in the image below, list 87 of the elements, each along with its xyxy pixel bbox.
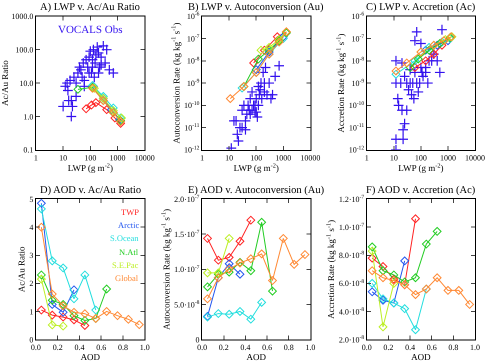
y-tick-label: 10$^{-6}$ — [186, 12, 200, 22]
y-tick-label: 10$^{-8}$ — [186, 56, 200, 66]
y-tick-label: 10$^{-10}$ — [184, 100, 200, 110]
y-tick-label: 6.0·10$^{-8}$ — [338, 278, 364, 288]
x-tick-label: 0.2 — [383, 343, 394, 352]
y-tick-label: 10$^{-10}$ — [348, 100, 364, 110]
text: N.Atl — [119, 247, 139, 257]
x-tick-label: 100 — [414, 153, 427, 162]
y-tick-label: 0.1 — [23, 146, 34, 155]
y-tick-label: 10$^{-11}$ — [184, 123, 200, 132]
y-tick-label: 1.0·10$^{-7}$ — [338, 222, 364, 232]
chart-title: B) LWP v. Autoconversion (Au) — [188, 2, 324, 13]
x-tick-label: 0.4 — [405, 343, 416, 352]
chart-title: A) LWP v. Ac/Au Ratio — [40, 2, 140, 13]
y-tick-label: 1.5·10$^{-7}$ — [174, 230, 200, 240]
x-tick-label: 0.0 — [30, 343, 41, 352]
text: Arctic — [118, 220, 140, 230]
y-tick-label: 8.0·10$^{-8}$ — [338, 250, 364, 260]
y-tick-label: 10$^{-12}$ — [184, 145, 200, 155]
text: Global — [115, 273, 139, 283]
y-tick-label: 10$^{-7}$ — [186, 34, 200, 44]
chart-title: E) AOD v. Autoconversion (Au) — [188, 185, 325, 196]
y-tick-label: 2.0·10$^{-8}$ — [338, 335, 364, 344]
y-tick-label: 5.0·10$^{-8}$ — [174, 300, 200, 310]
y-tick-label: 10$^{-7}$ — [351, 34, 364, 44]
text: S.Ocean — [110, 233, 140, 243]
chart-title: F) AOD v. Accretion (Ac) — [366, 185, 476, 196]
x-tick-label: 1.0 — [470, 343, 480, 352]
x-tick-label: 100 — [84, 153, 96, 162]
x-tick-label: 1000 — [440, 153, 456, 162]
y-tick-label: 3 — [29, 251, 34, 260]
y-tick-label: 1.0 — [23, 112, 34, 122]
y-tick-label: 2.0·10$^{-7}$ — [174, 194, 200, 204]
text: TWP — [121, 207, 140, 217]
y-tick-label: 1.0·10$^{-7}$ — [174, 264, 200, 274]
x-tick-label: 10000 — [300, 153, 320, 162]
y-tick-label: 100.0 — [15, 45, 34, 54]
chart-title: C) LWP v. Accretion (Ac) — [366, 2, 476, 13]
x-tick-label: 1000 — [275, 153, 292, 162]
y-tick-label: 4.0·10$^{-8}$ — [338, 306, 364, 316]
y-tick-label: 4 — [29, 222, 34, 232]
chart-title: D) AOD v. Ac/Au Ratio — [40, 185, 142, 196]
y-tick-label: 0 — [195, 335, 200, 344]
y-tick-label: 10$^{-9}$ — [351, 78, 364, 88]
x-axis-title: AOD — [80, 352, 101, 362]
x-tick-label: 0.4 — [240, 343, 250, 352]
y-tick-label: 5 — [29, 194, 34, 204]
y-tick-label: 10$^{-12}$ — [348, 145, 364, 155]
x-tick-label: 1000 — [110, 153, 126, 162]
x-tick-label: 0.2 — [52, 343, 63, 352]
y-tick-label: 10$^{-9}$ — [186, 78, 200, 88]
x-tick-label: 10 — [59, 153, 68, 162]
x-tick-label: 10000 — [465, 153, 486, 162]
y-tick-label: 1000.0 — [11, 12, 34, 22]
x-tick-label: 1.0 — [140, 343, 150, 352]
y-tick-label: 10$^{-11}$ — [348, 123, 364, 132]
x-tick-label: 0.6 — [96, 343, 106, 352]
y-axis-title: Ac/Au Ratio — [16, 246, 27, 292]
y-tick-label: 2 — [29, 279, 34, 288]
x-tick-label: 0.4 — [74, 343, 84, 352]
x-tick-label: 10000 — [134, 153, 155, 162]
y-tick-label: 10$^{-6}$ — [351, 12, 364, 22]
x-tick-label: 0.8 — [448, 343, 458, 352]
x-tick-label: 10 — [390, 153, 398, 162]
text: S.E.Pac — [112, 260, 139, 270]
series-label: VOCALS Obs — [58, 24, 122, 36]
y-tick-label: 0 — [29, 335, 34, 344]
x-axis-title: AOD — [411, 352, 432, 362]
y-tick-label: 10.0 — [19, 78, 34, 88]
x-tick-label: 0.0 — [362, 343, 372, 352]
y-tick-label: 10$^{-8}$ — [351, 56, 364, 66]
x-tick-label: 0.8 — [118, 343, 128, 352]
x-axis-title: LWP (g m$^{-2}$) — [398, 162, 444, 174]
x-axis-title: AOD — [246, 352, 266, 362]
y-tick-label: 1 — [29, 307, 34, 316]
x-tick-label: 0.2 — [218, 343, 229, 352]
x-tick-label: 100 — [250, 153, 262, 162]
x-tick-label: 0.6 — [262, 343, 272, 352]
x-axis-title: LWP (g m$^{-2}$) — [234, 162, 279, 174]
x-tick-label: 0.8 — [284, 343, 294, 352]
x-tick-label: 0.0 — [197, 343, 208, 352]
y-tick-label: 1.2·10$^{-7}$ — [338, 194, 364, 204]
y-axis-title: Ac/Au Ratio — [0, 60, 10, 106]
x-tick-label: 0.6 — [426, 343, 437, 352]
x-tick-label: 10 — [225, 153, 234, 162]
x-axis-title: LWP (g m$^{-2}$) — [68, 162, 113, 174]
x-tick-label: 1.0 — [305, 343, 316, 352]
